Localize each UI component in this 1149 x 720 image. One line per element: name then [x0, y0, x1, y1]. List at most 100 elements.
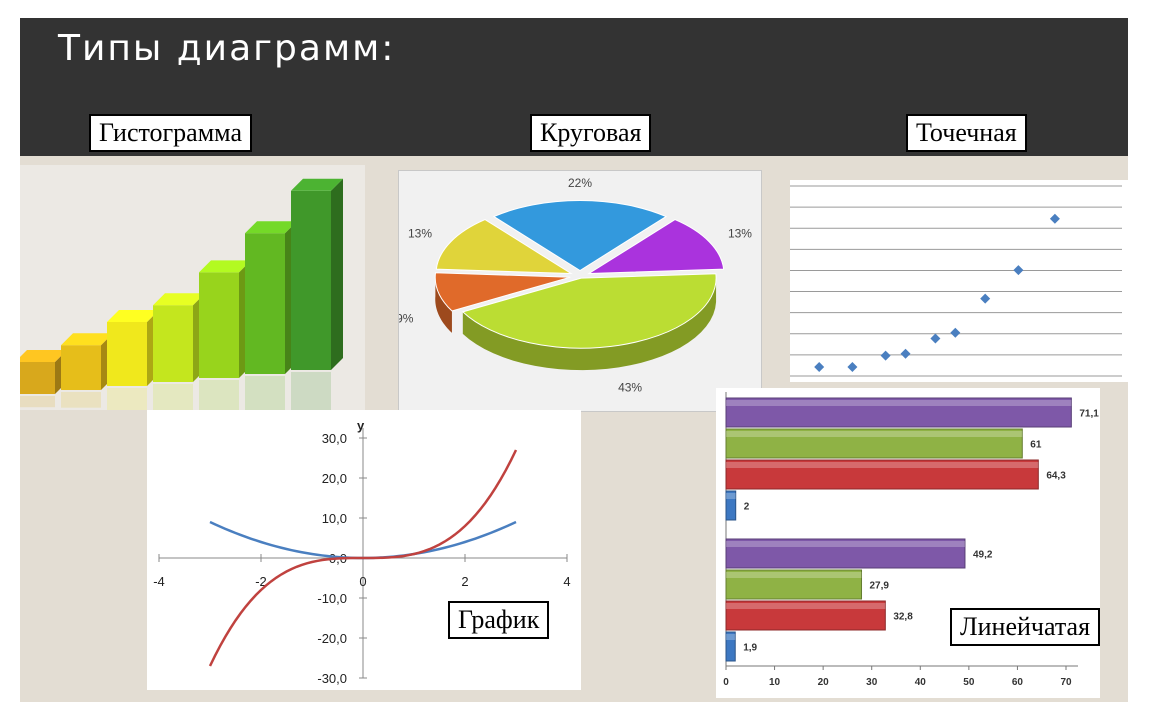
bar-xtick-label: 10: [769, 677, 781, 688]
bar-value-label: 27,9: [870, 581, 890, 592]
histogram-bar-reflection: [153, 384, 193, 411]
bar-highlight: [726, 541, 965, 547]
histogram-bar-top: [245, 221, 297, 234]
histogram-bar: [153, 293, 205, 411]
line-ytick-label: -20,0: [317, 631, 347, 646]
bar-xtick-label: 0: [723, 677, 729, 688]
histogram-bar-front: [153, 305, 193, 382]
histogram-bar: [107, 310, 159, 411]
histogram-bar-reflection: [107, 388, 147, 411]
bar-rect: [725, 538, 966, 569]
pie-slice-label: 43%: [618, 380, 642, 394]
histogram-bar-top: [107, 310, 159, 322]
pie-slice: [435, 219, 573, 275]
bar-rect: [725, 631, 736, 662]
line-ytick-label: -10,0: [317, 591, 347, 606]
histogram-bar-front: [199, 272, 239, 378]
pie-slice-side: [435, 274, 452, 333]
pie-slice: [492, 200, 668, 272]
line-xtick-label: -2: [255, 574, 267, 589]
label-scatter: Точечная: [906, 114, 1027, 152]
label-line: График: [448, 601, 550, 639]
bar-xtick-label: 60: [1012, 677, 1024, 688]
bar-highlight: [726, 493, 736, 499]
bar-rect: [725, 459, 1039, 490]
bar-rect: [725, 569, 863, 600]
histogram-bar-front: [245, 233, 285, 374]
scatter-point: [1013, 265, 1024, 276]
pie-slice-label: 22%: [568, 176, 592, 190]
line-xtick-label: 2: [461, 574, 468, 589]
pie-slice: [461, 273, 717, 349]
histogram-bar: [199, 260, 251, 417]
scatter-point: [1049, 213, 1060, 224]
histogram-bar: [15, 350, 67, 408]
bar-value-label: 61: [1030, 440, 1042, 451]
bar-rect: [725, 397, 1072, 428]
histogram-panel: [15, 165, 365, 417]
histogram-bar-side: [331, 178, 343, 370]
bar-highlight: [726, 431, 1023, 437]
histogram-bar-front: [15, 362, 55, 394]
line-ytick-label: -30,0: [317, 671, 347, 686]
histogram-bar-front: [61, 345, 101, 390]
bar-xtick-label: 40: [915, 677, 927, 688]
pie-panel: 22% 13% 43% 9% 13%: [396, 170, 762, 412]
line-xtick-label: 4: [563, 574, 570, 589]
line-xtick-label: 0: [359, 574, 366, 589]
bar-value-label: 1,9: [743, 643, 757, 654]
histogram-bar-reflection: [199, 380, 239, 417]
pie-slice: [434, 272, 571, 312]
line-chart: 30,020,010,00,0-10,0-20,0-30,0-4 -2 0 2 4y: [153, 418, 570, 686]
pie-chart: 22% 13% 43% 9% 13%: [396, 176, 752, 395]
bar-xtick-label: 50: [963, 677, 975, 688]
bar-rect: [725, 428, 1023, 459]
histogram-bar-reflection: [291, 372, 331, 412]
histogram-bar: [61, 333, 113, 408]
label-pie: Круговая: [530, 114, 652, 152]
scatter-point: [814, 362, 825, 372]
scatter-point: [980, 293, 991, 304]
label-histogram: Гистограмма: [89, 114, 252, 152]
bar-xtick-label: 70: [1060, 677, 1072, 688]
scatter-point: [880, 350, 891, 361]
histogram-bar-reflection: [15, 396, 55, 408]
bar-highlight: [726, 400, 1072, 406]
scatter-point: [900, 348, 911, 359]
histogram-bar-top: [15, 350, 67, 362]
histogram-bar-top: [153, 293, 205, 306]
scatter-point: [930, 333, 941, 344]
scatter-point: [950, 327, 961, 338]
histogram-bar-reflection: [61, 392, 101, 408]
line-panel: 30,0 20,0 10,0 0,0 -10,0 -20,0 -30,0 -4 -2 0 2 4 y: [147, 410, 581, 690]
scatter-point: [847, 362, 858, 372]
pie-slice-label: 9%: [399, 311, 414, 325]
bar-panel: 0 10 20 30 40 50 60 70 71,1 61 64,3 2 49,2 27,9 32,8 1,…: [716, 388, 1100, 698]
bar-rect: [725, 490, 737, 521]
histogram-bar-top: [291, 178, 343, 191]
label-bar: Линейчатая: [950, 608, 1101, 646]
histogram-chart: [15, 178, 343, 417]
histogram-bar-front: [291, 190, 331, 370]
slide-title: Типы диаграмм:: [58, 28, 396, 69]
line-ytick-label: 10,0: [322, 511, 347, 526]
histogram-bar: [245, 221, 297, 416]
pie-slice: [587, 219, 725, 275]
bar-highlight: [726, 572, 862, 578]
histogram-bar-top: [199, 260, 251, 273]
histogram-bar-top: [61, 333, 113, 346]
bar-highlight: [726, 603, 886, 609]
bar-xtick-label: 30: [866, 677, 878, 688]
bar-rect: [725, 600, 886, 631]
line-xtick-label: -4: [153, 574, 165, 589]
pie-slice-label: 13%: [728, 227, 752, 241]
scatter-chart: [790, 185, 1122, 377]
pie-slice-side: [462, 280, 717, 371]
line-ylabel: y: [357, 418, 365, 433]
bar-chart: 0 10 20 30 40 50 60 70 71,1 61 64,3 2 49,2 27,9 32,8 1,…: [723, 392, 1099, 688]
bar-value-label: 64,3: [1046, 471, 1066, 482]
histogram-bar-reflection: [245, 376, 285, 416]
bar-value-label: 2: [744, 502, 750, 513]
line-ytick-label: 30,0: [322, 431, 347, 446]
bar-value-label: 32,8: [893, 612, 913, 623]
